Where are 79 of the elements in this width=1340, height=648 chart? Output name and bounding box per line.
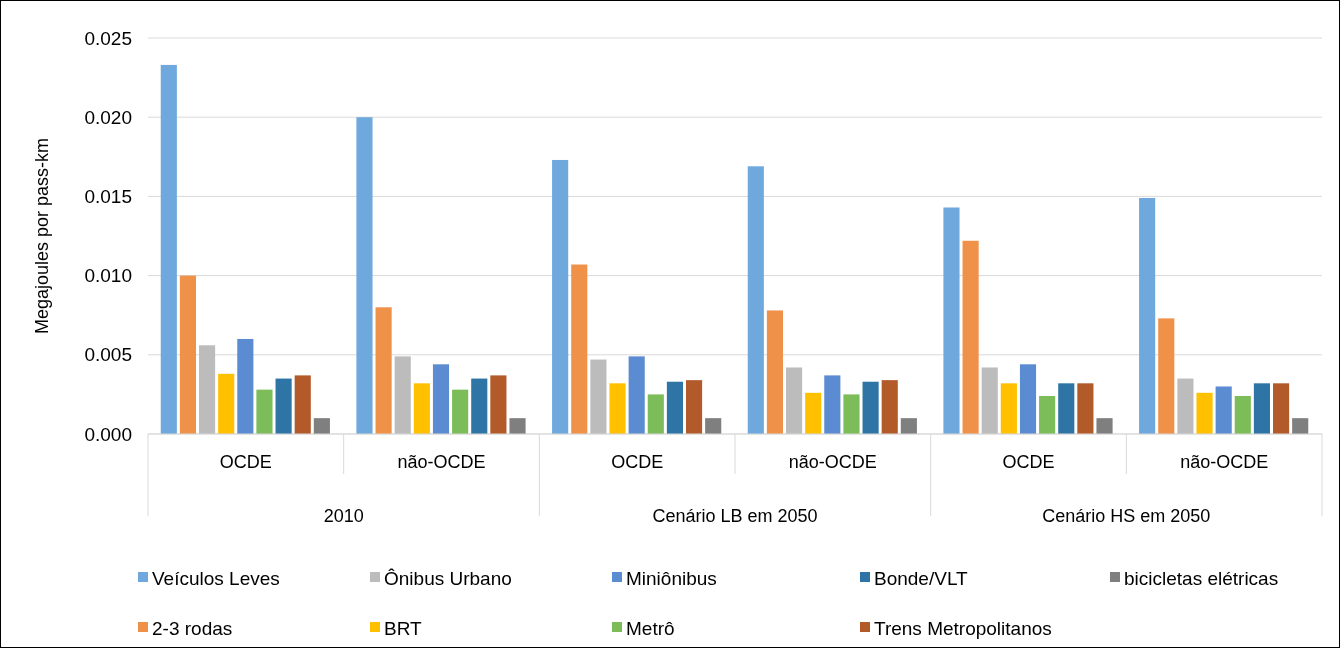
legend-label: Ônibus Urbano — [384, 567, 512, 589]
bar — [747, 166, 764, 434]
bar — [452, 389, 469, 434]
bar — [628, 356, 645, 434]
bar — [843, 394, 860, 434]
bar — [881, 380, 898, 434]
x-tick-label: OCDE — [1002, 452, 1055, 472]
bar — [962, 240, 979, 434]
bar — [824, 375, 841, 434]
bar — [609, 383, 626, 434]
bar — [375, 307, 392, 434]
x-tick-label: OCDE — [219, 452, 272, 472]
bar — [1139, 197, 1156, 434]
bar — [1058, 383, 1075, 434]
x-tick-label: não-OCDE — [1180, 452, 1269, 472]
text: 2010 — [323, 506, 364, 526]
legend-label: bicicletas elétricas — [1124, 567, 1279, 589]
text: Cenário LB em 2050 — [652, 506, 818, 526]
bar — [1158, 318, 1175, 434]
bar — [1096, 418, 1113, 434]
bar — [1292, 418, 1309, 434]
bar — [862, 381, 879, 434]
legend-label: Trens Metropolitanos — [874, 617, 1052, 639]
bar — [413, 383, 430, 434]
bar — [552, 159, 569, 434]
bar — [647, 394, 664, 434]
x-tick-label: OCDE — [611, 452, 664, 472]
bar — [705, 418, 722, 434]
bar — [571, 264, 588, 434]
bar — [509, 418, 526, 434]
bar — [1253, 383, 1270, 434]
bar — [1234, 395, 1251, 434]
x-tick-label: não-OCDE — [788, 452, 877, 472]
bar — [471, 378, 488, 434]
y-tick-label: 0.010 — [84, 265, 132, 287]
bar — [356, 117, 373, 434]
legend-label: 2-3 rodas — [152, 617, 233, 639]
legend-label: BRT — [384, 617, 423, 639]
legend-label: Veículos Leves — [152, 567, 280, 589]
bar — [1196, 392, 1213, 434]
bar — [766, 310, 783, 434]
bar — [1273, 383, 1290, 434]
y-axis-title: Megajoules por pass-km — [32, 137, 52, 335]
bar — [218, 373, 235, 434]
bar — [394, 356, 411, 434]
bar — [237, 338, 254, 434]
bar — [275, 378, 292, 434]
y-tick-label: 0.005 — [84, 344, 132, 366]
bar — [1177, 378, 1194, 434]
text: Cenário HS em 2050 — [1042, 506, 1211, 526]
x-tick-label: não-OCDE — [397, 452, 486, 472]
legend-label: Metrô — [626, 617, 675, 639]
bar — [160, 64, 177, 434]
bar — [590, 359, 607, 434]
bar — [313, 418, 330, 434]
bar — [805, 392, 822, 434]
bar — [1039, 395, 1056, 434]
bar — [943, 207, 960, 434]
bar — [981, 367, 998, 434]
y-tick-label: 0.000 — [84, 423, 132, 445]
bar — [199, 345, 216, 434]
bar — [900, 418, 917, 434]
y-tick-label: 0.025 — [84, 27, 132, 49]
bar — [1000, 383, 1017, 434]
bar — [666, 381, 683, 434]
y-tick-label: 0.020 — [84, 106, 132, 128]
bar — [1215, 386, 1232, 434]
bar — [256, 389, 273, 434]
bar — [786, 367, 803, 434]
legend-label: Miniônibus — [626, 567, 717, 589]
bar — [1019, 364, 1037, 434]
legend-label: Bonde/VLT — [874, 567, 969, 589]
bar — [294, 375, 311, 434]
bar — [179, 275, 196, 434]
y-tick-label: 0.015 — [84, 186, 132, 208]
bar — [490, 375, 507, 434]
bar — [432, 364, 450, 434]
bar — [686, 380, 703, 434]
bar — [1077, 383, 1094, 434]
